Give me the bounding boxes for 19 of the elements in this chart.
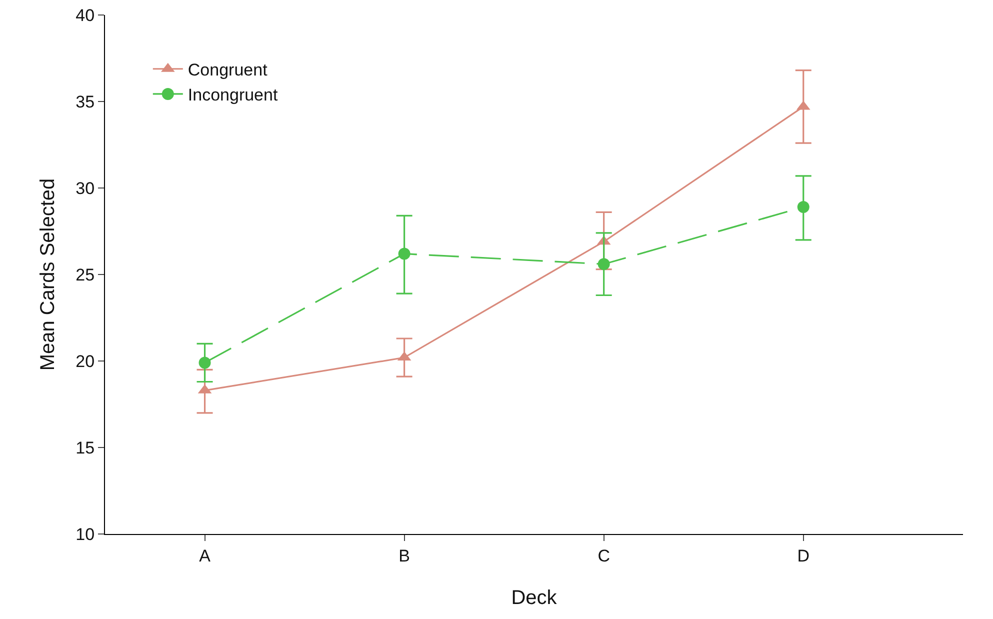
y-tick-label: 35 bbox=[76, 92, 95, 112]
x-tick-label: D bbox=[797, 546, 810, 566]
legend-label: Incongruent bbox=[188, 86, 278, 105]
y-axis-title: Mean Cards Selected bbox=[37, 178, 60, 371]
x-axis-title: Deck bbox=[511, 586, 558, 609]
x-tick-label: C bbox=[598, 546, 610, 566]
point bbox=[398, 248, 410, 260]
y-tick-label: 15 bbox=[76, 438, 95, 458]
point bbox=[198, 356, 211, 369]
point bbox=[598, 258, 610, 270]
legend-label: Congruent bbox=[188, 60, 268, 80]
y-tick-label: 25 bbox=[76, 265, 95, 284]
y-tick-label: 20 bbox=[76, 352, 95, 371]
y-tick-label: 40 bbox=[76, 6, 95, 25]
y-tick-label: 30 bbox=[76, 178, 95, 198]
x-tick-label: A bbox=[199, 546, 212, 566]
y-tick-label: 10 bbox=[76, 524, 95, 544]
x-tick-label: B bbox=[398, 546, 410, 566]
point bbox=[797, 201, 810, 214]
